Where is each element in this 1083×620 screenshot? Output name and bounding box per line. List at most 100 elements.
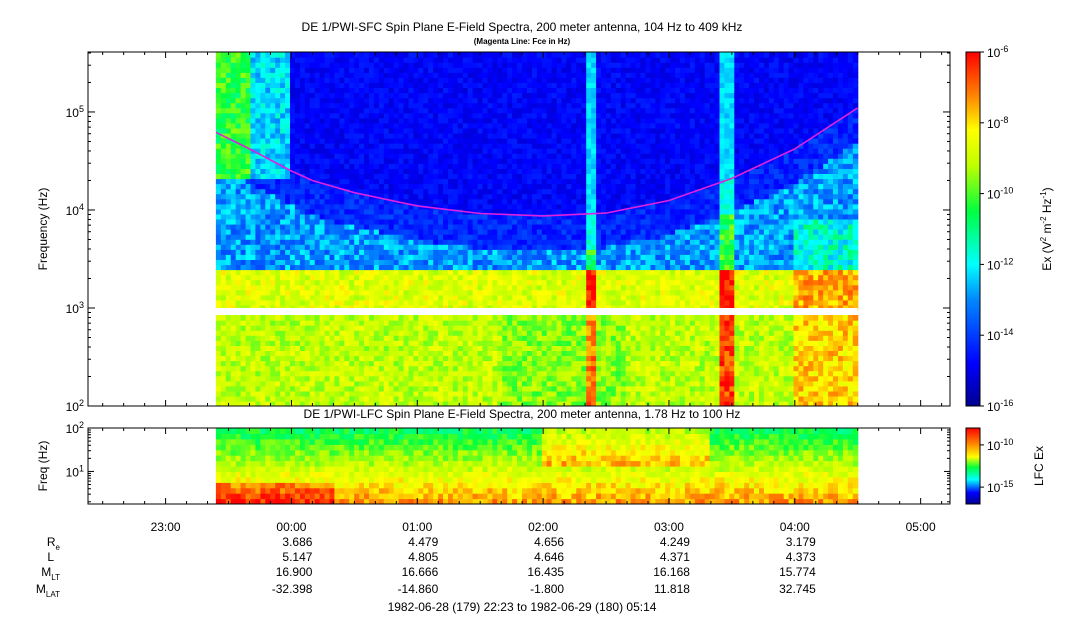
spectrogram-cell bbox=[309, 213, 316, 220]
spectrogram-cell bbox=[413, 92, 419, 99]
spectrogram-cell bbox=[354, 375, 360, 382]
spectrogram-cell bbox=[517, 117, 523, 124]
spectrogram-cell bbox=[462, 183, 469, 190]
spectrogram-cell bbox=[507, 203, 513, 210]
spectrogram-cell bbox=[536, 213, 543, 220]
spectrogram-cell bbox=[290, 345, 296, 351]
spectrogram-cell bbox=[448, 223, 454, 230]
spectrogram-cell bbox=[502, 264, 508, 271]
spectrogram-cell bbox=[349, 62, 355, 68]
spectrogram-cell bbox=[230, 163, 237, 169]
spectrogram-cell bbox=[299, 355, 306, 362]
spectrogram-cell bbox=[270, 193, 276, 200]
spectrogram-cell bbox=[334, 350, 340, 357]
spectrogram-cell bbox=[324, 163, 330, 169]
spectrogram-cell bbox=[482, 213, 488, 220]
spectrogram-cell bbox=[225, 163, 232, 169]
spectrogram-cell bbox=[319, 234, 326, 240]
spectrogram-cell bbox=[373, 325, 380, 331]
spectrogram-cell bbox=[388, 82, 395, 88]
spectrogram-cell bbox=[280, 67, 286, 73]
spectrogram-cell bbox=[304, 203, 311, 210]
spectrogram-cell bbox=[255, 82, 261, 88]
spectrogram-cell bbox=[235, 193, 242, 200]
spectrogram-cell bbox=[408, 198, 414, 205]
spectrogram-cell bbox=[541, 365, 548, 372]
spectrogram-cell bbox=[344, 249, 350, 255]
spectrogram-cell bbox=[457, 345, 464, 351]
spectrogram-cell bbox=[309, 198, 316, 205]
spectrogram-cell bbox=[349, 77, 355, 83]
spectrogram-cell bbox=[294, 148, 301, 154]
spectrogram-cell bbox=[507, 223, 513, 230]
spectrogram-cell bbox=[309, 299, 316, 306]
spectrogram-cell bbox=[413, 208, 419, 215]
spectrogram-cell bbox=[235, 77, 242, 83]
spectrogram-cell bbox=[299, 218, 306, 225]
spectrogram-cell bbox=[349, 127, 355, 134]
spectrogram-cell bbox=[482, 158, 488, 164]
spectrogram-cell bbox=[418, 239, 424, 245]
spectrogram-cell bbox=[250, 117, 256, 124]
spectrogram-cell bbox=[541, 163, 548, 169]
spectrogram-cell bbox=[280, 390, 286, 397]
spectrogram-cell bbox=[240, 355, 247, 362]
spectrogram-cell bbox=[551, 138, 558, 144]
spectrogram-cell bbox=[556, 92, 563, 99]
spectrogram-cell bbox=[561, 249, 567, 255]
spectrogram-cell bbox=[270, 360, 276, 367]
spectrogram-cell bbox=[240, 325, 247, 331]
spectrogram-cell bbox=[245, 330, 252, 336]
spectrogram-cell bbox=[541, 244, 548, 250]
spectrogram-cell bbox=[260, 148, 266, 154]
spectrogram-cell bbox=[428, 208, 434, 215]
spectrogram-cell bbox=[507, 264, 513, 271]
spectrogram-cell bbox=[255, 183, 261, 190]
spectrogram-cell bbox=[522, 320, 528, 326]
spectrogram-cell bbox=[245, 400, 252, 406]
spectrogram-cell bbox=[344, 72, 350, 78]
spectrogram-cell bbox=[299, 370, 306, 377]
spectrogram-cell bbox=[255, 62, 261, 68]
spectrogram-cell bbox=[398, 62, 405, 68]
spectrogram-cell bbox=[398, 112, 405, 119]
spectrogram-cell bbox=[314, 385, 321, 392]
spectrogram-cell bbox=[369, 370, 375, 377]
spectrogram-cell bbox=[566, 340, 572, 346]
spectrogram-cell bbox=[536, 294, 543, 301]
spectrogram-cell bbox=[507, 57, 513, 63]
spectrogram-cell bbox=[339, 239, 345, 245]
spectrogram-cell bbox=[245, 360, 252, 367]
spectrogram-cell bbox=[408, 284, 414, 291]
spectrogram-cell bbox=[309, 350, 316, 357]
spectrogram-cell bbox=[512, 330, 518, 336]
spectrogram-cell bbox=[240, 107, 247, 114]
spectrogram-cell bbox=[497, 340, 503, 346]
spectrogram-cell bbox=[507, 249, 513, 255]
spectrogram-cell bbox=[408, 360, 414, 367]
spectrogram-cell bbox=[566, 330, 572, 336]
spectrogram-cell bbox=[462, 193, 469, 200]
spectrogram-cell bbox=[428, 294, 434, 301]
spectrogram-cell bbox=[280, 72, 286, 78]
spectrogram-cell bbox=[433, 335, 439, 341]
spectrogram-cell bbox=[290, 173, 296, 180]
spectrogram-cell bbox=[517, 244, 523, 250]
spectrogram-cell bbox=[270, 395, 276, 402]
spectrogram-cell bbox=[433, 127, 439, 134]
spectrogram-cell bbox=[240, 52, 247, 58]
spectrogram-cell bbox=[275, 320, 281, 326]
spectrogram-cell bbox=[324, 203, 330, 210]
spectrogram-cell bbox=[275, 148, 281, 154]
spectrogram-cell bbox=[270, 97, 276, 104]
spectrogram-cell bbox=[280, 350, 286, 357]
spectrogram-cell bbox=[502, 178, 508, 185]
spectrogram-cell bbox=[344, 340, 350, 346]
spectrogram-cell bbox=[418, 395, 424, 402]
spectrogram-cell bbox=[398, 229, 405, 235]
spectrogram-cell bbox=[531, 127, 538, 134]
spectrogram-cell bbox=[383, 264, 390, 271]
spectrogram-cell bbox=[265, 244, 271, 250]
spectrogram-cell bbox=[398, 289, 405, 296]
spectrogram-cell bbox=[546, 395, 553, 402]
